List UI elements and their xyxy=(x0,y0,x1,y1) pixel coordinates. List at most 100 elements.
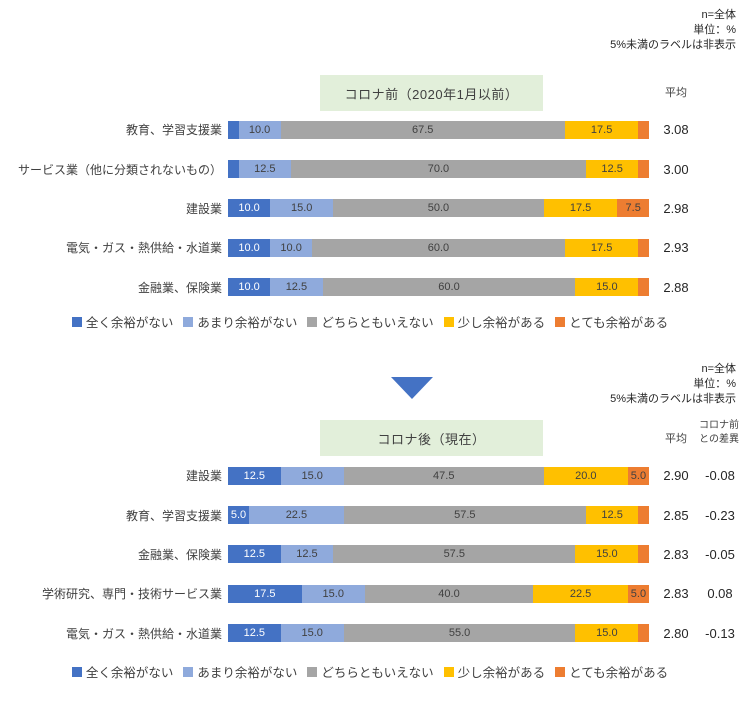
segment-value-label: 17.5 xyxy=(590,241,613,254)
stacked-bar: 12.5 12.5 57.5 15.0 xyxy=(228,545,649,564)
segment-value-label: 10.0 xyxy=(248,123,271,136)
bar-segment: 12.5 xyxy=(585,160,639,179)
bar-segment: 57.5 xyxy=(343,506,586,525)
segment-value-label: 5.0 xyxy=(630,587,647,600)
bar-segment: 15.0 xyxy=(575,278,639,297)
bar-segment: 12.5 xyxy=(238,160,292,179)
bar-segment: 60.0 xyxy=(322,278,576,297)
category-label: 教育、学習支援業 xyxy=(125,123,222,138)
segment-value-label: 12.5 xyxy=(254,163,276,176)
chart1-average-header: 平均 xyxy=(665,87,687,99)
segment-value-label: 57.5 xyxy=(443,548,465,561)
legend-item: 全く余裕がない xyxy=(71,312,173,331)
category-label: 金融業、保険業 xyxy=(137,280,222,295)
bar-segment: 12.5 xyxy=(280,545,334,564)
average-value: 2.83 xyxy=(663,546,689,562)
segment-value-label: 10.0 xyxy=(280,241,302,254)
diff-value: -0.13 xyxy=(705,625,735,641)
legend-swatch-icon xyxy=(307,316,318,327)
bar-segment xyxy=(638,120,649,139)
chart-row: 建設業 12.5 15.0 47.5 20.0 5.0 2.90 -0.08 xyxy=(0,456,740,495)
legend-label: あまり余裕がない xyxy=(197,316,298,330)
segment-value-label: 22.5 xyxy=(569,587,592,600)
legend-label: とても余裕がある xyxy=(569,666,669,680)
average-value: 2.93 xyxy=(663,240,689,256)
chart1-rows: 教育、学習支援業 10.0 67.5 17.5 3.08 サービス業（他に分類されないもの… xyxy=(0,110,740,307)
bar-segment: 7.5 xyxy=(617,199,649,218)
chart2-rows: 建設業 12.5 15.0 47.5 20.0 5.0 2.90 -0.08 教育、学習支援業 5… xyxy=(0,456,740,653)
bar-segment: 5.0 xyxy=(627,584,649,603)
legend-label: どちらともいえない xyxy=(321,316,434,330)
bar-segment: 10.0 xyxy=(228,278,271,297)
segment-value-label: 10.0 xyxy=(238,202,260,215)
stacked-bar: 12.5 70.0 12.5 xyxy=(228,160,649,179)
bar-segment: 12.5 xyxy=(228,624,281,643)
stacked-bar: 10.0 12.5 60.0 15.0 xyxy=(228,278,649,297)
legend-label: 少し余裕がある xyxy=(457,316,546,330)
diff-value: -0.08 xyxy=(705,468,735,484)
legend-swatch-icon xyxy=(183,316,194,327)
category-label: 建設業 xyxy=(185,469,222,484)
chart-row: 建設業 10.0 15.0 50.0 17.5 7.5 2.98 xyxy=(0,189,740,228)
chart1-title: コロナ前（2020年1月以前） xyxy=(320,75,543,111)
note-n: n=全体 xyxy=(701,363,736,375)
legend-label: とても余裕がある xyxy=(569,316,669,330)
bar-segment: 10.0 xyxy=(238,120,281,139)
chart2-legend: 全く余裕がない あまり余裕がない どちらともいえない 少し余裕がある とても余裕がある xyxy=(0,662,740,681)
segment-value-label: 22.5 xyxy=(285,509,308,522)
average-value: 2.80 xyxy=(663,625,689,641)
bar-segment: 15.0 xyxy=(280,624,344,643)
bar-segment xyxy=(638,160,649,179)
chart-row: 電気・ガス・熱供給・水道業 12.5 15.0 55.0 15.0 2.80 -0.13 xyxy=(0,614,740,653)
bar-segment: 5.0 xyxy=(228,506,250,525)
segment-value-label: 15.0 xyxy=(322,587,344,600)
stacked-bar: 10.0 67.5 17.5 xyxy=(228,120,649,139)
note-label-rule: 5%未満のラベルは非表示 xyxy=(610,393,736,405)
segment-value-label: 12.5 xyxy=(243,548,266,561)
bar-segment xyxy=(638,545,649,564)
segment-value-label: 47.5 xyxy=(433,469,455,482)
segment-value-label: 60.0 xyxy=(427,241,450,254)
segment-value-label: 12.5 xyxy=(243,469,266,482)
segment-value-label: 17.5 xyxy=(569,202,592,215)
chart1-notes: n=全体 単位：% 5%未満のラベルは非表示 xyxy=(610,8,736,53)
bar-segment: 60.0 xyxy=(312,238,565,257)
average-value: 3.08 xyxy=(663,122,689,138)
legend-swatch-icon xyxy=(183,666,194,677)
diff-value: -0.23 xyxy=(705,507,735,523)
legend-item: あまり余裕がない xyxy=(183,312,297,331)
bar-segment: 40.0 xyxy=(364,584,534,603)
segment-value-label: 5.0 xyxy=(630,469,647,482)
diff-value: -0.05 xyxy=(705,546,735,562)
bar-segment: 20.0 xyxy=(543,466,628,485)
category-label: サービス業（他に分類されないもの） xyxy=(17,162,222,177)
segment-value-label: 67.5 xyxy=(411,123,434,136)
legend-item: あまり余裕がない xyxy=(183,662,297,681)
bar-segment: 12.5 xyxy=(270,278,323,297)
segment-value-label: 57.5 xyxy=(454,509,476,522)
legend-item: どちらともいえない xyxy=(307,662,434,681)
bar-segment: 5.0 xyxy=(627,466,649,485)
category-label: 学術研究、専門・技術サービス業 xyxy=(41,587,222,602)
note-n: n=全体 xyxy=(701,9,736,21)
segment-value-label: 55.0 xyxy=(448,627,471,640)
segment-value-label: 15.0 xyxy=(290,202,313,215)
chart2-diff-header: コロナ前 との差異 xyxy=(698,419,740,447)
legend-item: どちらともいえない xyxy=(307,312,434,331)
legend-label: どちらともいえない xyxy=(321,666,434,680)
note-unit: 単位：% xyxy=(693,24,736,36)
chart1-legend: 全く余裕がない あまり余裕がない どちらともいえない 少し余裕がある とても余裕がある xyxy=(0,312,740,331)
category-label: 教育、学習支援業 xyxy=(125,508,222,523)
bar-segment: 17.5 xyxy=(228,584,302,603)
legend-swatch-icon xyxy=(307,666,318,677)
stacked-bar: 10.0 10.0 60.0 17.5 xyxy=(228,238,649,257)
segment-value-label: 70.0 xyxy=(427,163,450,176)
stacked-bar: 12.5 15.0 55.0 15.0 xyxy=(228,624,649,643)
segment-value-label: 17.5 xyxy=(590,123,613,136)
chart2-average-header: 平均 xyxy=(665,433,687,445)
average-value: 2.88 xyxy=(663,279,689,295)
chart-row: 金融業、保険業 10.0 12.5 60.0 15.0 2.88 xyxy=(0,268,740,307)
legend-label: あまり余裕がない xyxy=(197,666,298,680)
segment-value-label: 17.5 xyxy=(254,587,276,600)
category-label: 建設業 xyxy=(185,201,222,216)
